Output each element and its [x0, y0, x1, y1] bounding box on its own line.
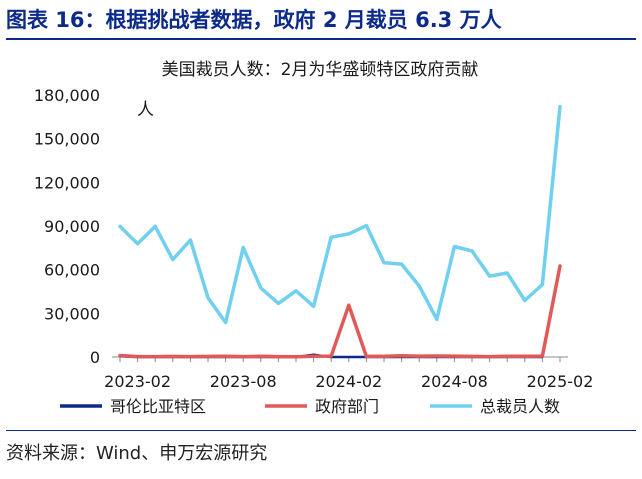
y-axis-ticks: 0 30,000 60,000 90,000 120,000 150,000 180,000: [34, 86, 100, 367]
source-note: 资料来源：Wind、申万宏源研究: [6, 443, 268, 464]
legend-label: 总裁员人数: [480, 397, 560, 416]
y-unit-label: 人: [137, 100, 154, 120]
title-rule: [6, 38, 636, 40]
x-tick-label: 2025-02: [527, 372, 594, 391]
figure-title: 图表 16：根据挑战者数据，政府 2 月裁员 6.3 万人: [6, 8, 502, 32]
chart-title: 美国裁员人数：2月为华盛顿特区政府贡献: [162, 60, 479, 80]
series-lines: [118, 104, 562, 359]
legend-label: 哥伦比亚特区: [110, 397, 206, 416]
x-tick-label: 2023-08: [210, 372, 277, 391]
y-tick-label: 30,000: [44, 304, 100, 323]
y-tick-label: 150,000: [34, 130, 100, 149]
series-line-1: [118, 266, 562, 359]
y-tick-label: 180,000: [34, 86, 100, 105]
y-tick-label: 60,000: [44, 261, 100, 280]
series-line-3: [118, 104, 562, 325]
series-line-2: [118, 264, 562, 359]
source-rule: [6, 430, 636, 431]
y-tick-label: 90,000: [44, 217, 100, 236]
x-tick-label: 2024-02: [315, 372, 382, 391]
y-tick-label: 0: [90, 348, 100, 367]
x-axis-ticks: 2023-02 2023-08 2024-02 2024-08 2025-02: [104, 357, 593, 391]
legend-label: 政府部门: [315, 397, 379, 416]
y-tick-label: 120,000: [34, 173, 100, 192]
line-chart: 美国裁员人数：2月为华盛顿特区政府贡献 人 0 30,000 60,000 90,00…: [34, 60, 594, 416]
x-tick-label: 2024-08: [421, 372, 488, 391]
legend: 哥伦比亚特区 政府部门 总裁员人数: [60, 397, 560, 416]
x-tick-label: 2023-02: [104, 372, 171, 391]
